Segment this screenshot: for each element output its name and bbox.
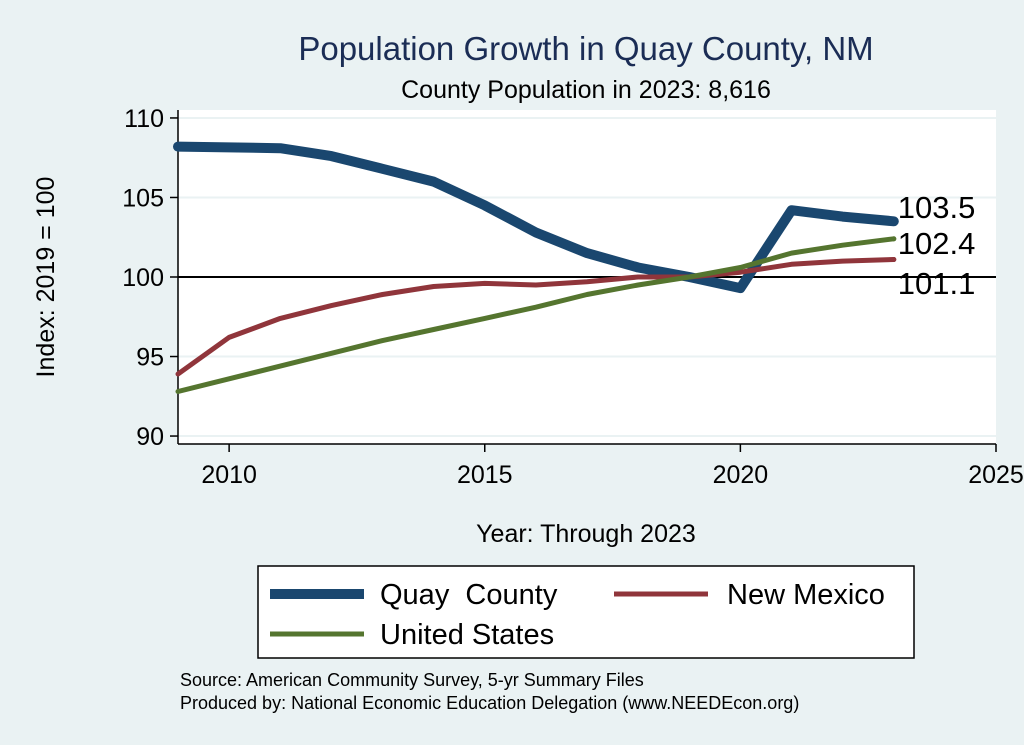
legend: Quay County New Mexico United States xyxy=(257,565,915,659)
y-tick-label: 110 xyxy=(124,105,164,133)
legend-label: United States xyxy=(380,619,554,651)
x-axis-label: Year: Through 2023 xyxy=(476,520,696,548)
x-tick-label: 2015 xyxy=(457,461,513,489)
series-line xyxy=(175,236,897,394)
chart-title: Population Growth in Quay County, NM xyxy=(298,30,873,67)
axes: 90 95 100 105 110 2010 2015 2020 2025 xyxy=(122,105,1024,489)
legend-label: Quay County xyxy=(380,579,558,611)
end-point-marker xyxy=(891,218,897,224)
end-point-marker xyxy=(891,236,897,242)
y-tick-label: 100 xyxy=(122,264,164,292)
end-value-label: 103.5 xyxy=(898,190,976,225)
legend-box xyxy=(257,565,915,659)
series-line xyxy=(173,141,899,294)
end-value-label: 101.1 xyxy=(898,266,976,301)
x-tick-label: 2010 xyxy=(201,461,257,489)
y-axis-label: Index: 2019 = 100 xyxy=(32,177,60,378)
producer-note: Produced by: National Economic Education… xyxy=(180,693,799,713)
source-note: Source: American Community Survey, 5-yr … xyxy=(180,670,644,690)
x-tick-label: 2020 xyxy=(713,461,769,489)
end-point-marker xyxy=(891,257,897,263)
x-tick-label: 2025 xyxy=(968,461,1024,489)
legend-label: New Mexico xyxy=(727,579,885,611)
chart-subtitle: County Population in 2023: 8,616 xyxy=(401,76,771,104)
y-tick-label: 105 xyxy=(122,184,164,212)
y-tick-label: 95 xyxy=(136,344,164,372)
y-tick-label: 90 xyxy=(136,423,164,451)
end-value-label: 102.4 xyxy=(898,226,976,261)
series-lines xyxy=(173,141,899,394)
series-line xyxy=(175,257,897,377)
